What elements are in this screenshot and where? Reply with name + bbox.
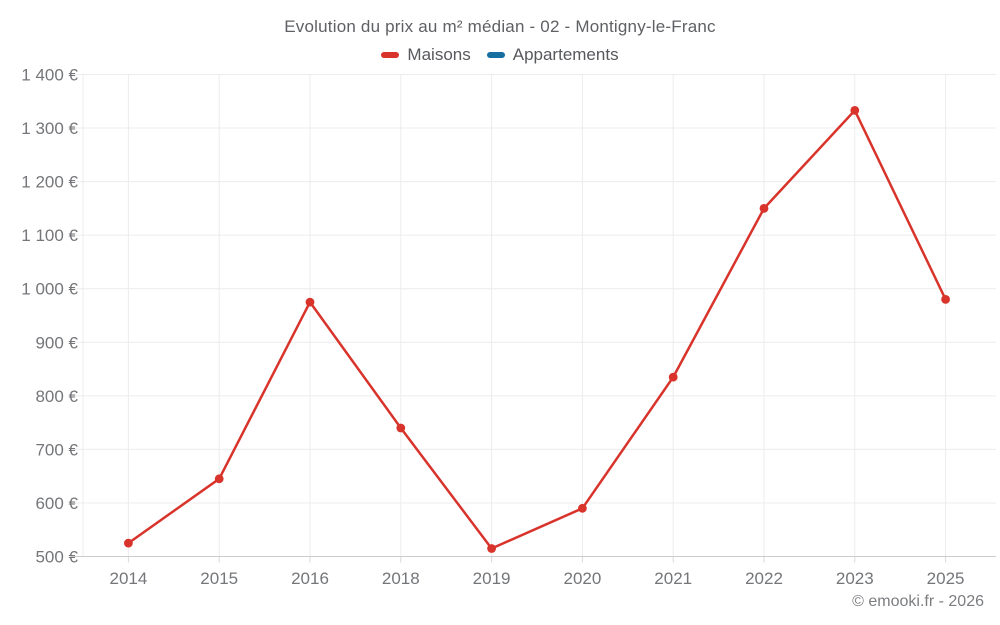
svg-text:2014: 2014	[109, 569, 147, 588]
legend-item-appartements[interactable]: Appartements	[486, 45, 619, 65]
svg-text:1 000 €: 1 000 €	[21, 280, 78, 299]
svg-text:2019: 2019	[473, 569, 511, 588]
svg-text:2023: 2023	[836, 569, 874, 588]
svg-text:1 400 €: 1 400 €	[21, 66, 78, 85]
maisons-swatch	[381, 52, 400, 58]
svg-text:600 €: 600 €	[35, 494, 78, 513]
svg-text:2016: 2016	[291, 569, 329, 588]
legend-label-maisons: Maisons	[407, 45, 471, 64]
svg-text:500 €: 500 €	[35, 548, 78, 567]
svg-text:2020: 2020	[563, 569, 601, 588]
chart-legend: Maisons Appartements	[0, 45, 1000, 65]
svg-text:2025: 2025	[927, 569, 965, 588]
chart-title: Evolution du prix au m² médian - 02 - Mo…	[284, 17, 716, 36]
svg-text:700 €: 700 €	[35, 440, 78, 459]
svg-text:1 200 €: 1 200 €	[21, 173, 78, 192]
svg-text:2015: 2015	[200, 569, 238, 588]
svg-text:1 300 €: 1 300 €	[21, 119, 78, 138]
svg-text:2022: 2022	[745, 569, 783, 588]
svg-text:900 €: 900 €	[35, 333, 78, 352]
legend-label-appartements: Appartements	[512, 45, 619, 64]
svg-text:800 €: 800 €	[35, 387, 78, 406]
legend-item-maisons[interactable]: Maisons	[381, 45, 471, 65]
svg-text:1 100 €: 1 100 €	[21, 226, 78, 245]
copyright: © emooki.fr - 2026	[852, 593, 984, 610]
appartements-swatch	[486, 52, 505, 58]
svg-text:2018: 2018	[382, 569, 420, 588]
svg-text:2021: 2021	[654, 569, 692, 588]
